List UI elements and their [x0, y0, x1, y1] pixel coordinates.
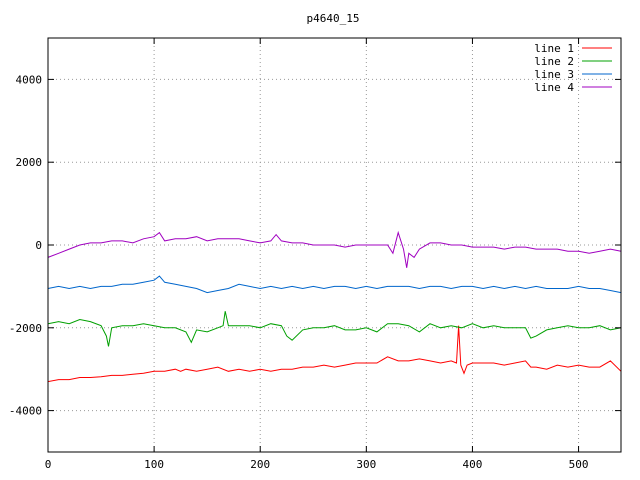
y-tick-label: -2000	[9, 322, 42, 335]
y-tick-label: 4000	[16, 73, 43, 86]
legend-label: line 1	[534, 42, 574, 55]
x-tick-label: 400	[463, 458, 483, 471]
x-tick-label: 100	[144, 458, 164, 471]
series-line-4	[47, 230, 622, 268]
x-tick-label: 500	[569, 458, 589, 471]
y-tick-label: -4000	[9, 405, 42, 418]
legend-label: line 3	[534, 68, 574, 81]
series-lines	[47, 230, 622, 383]
legend-label: line 4	[534, 81, 574, 94]
axis-ticks: 0 100 200 300 400 500 -4000 -2000 0 2000 4000	[9, 38, 621, 471]
chart-title: p4640_15	[307, 12, 360, 25]
series-line-3	[47, 275, 622, 294]
series-line-1	[47, 325, 622, 383]
legend-label: line 2	[534, 55, 574, 68]
y-tick-label: 2000	[16, 156, 43, 169]
series-line-2	[47, 311, 622, 347]
y-tick-label: 0	[35, 239, 42, 252]
x-tick-label: 200	[250, 458, 270, 471]
x-tick-label: 300	[356, 458, 376, 471]
x-tick-label: 0	[45, 458, 52, 471]
grid-lines	[48, 38, 621, 452]
